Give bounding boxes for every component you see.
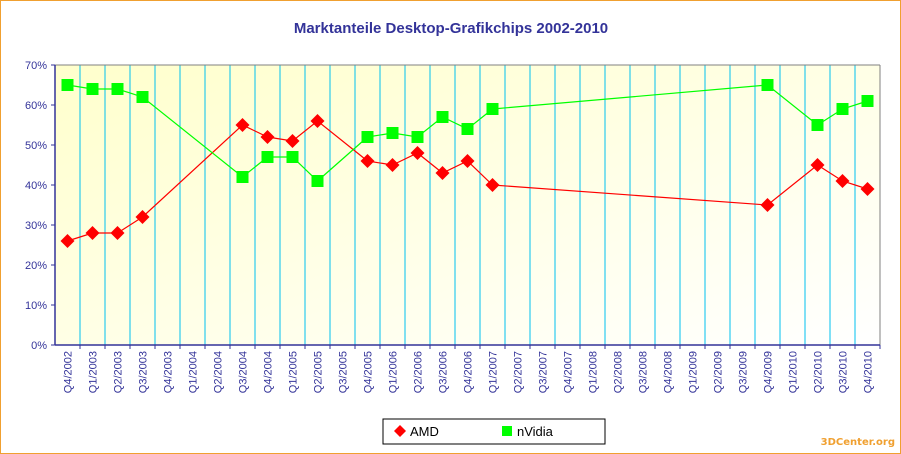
x-tick-label: Q2/2005 bbox=[313, 351, 325, 393]
data-point-nvidia bbox=[811, 119, 824, 131]
data-point-amd bbox=[860, 182, 875, 196]
x-tick-label: Q1/2003 bbox=[88, 351, 100, 393]
data-point-nvidia bbox=[861, 95, 874, 107]
data-point-amd bbox=[385, 158, 400, 172]
data-point-nvidia bbox=[111, 83, 124, 95]
data-point-nvidia bbox=[411, 131, 424, 143]
x-tick-label: Q1/2005 bbox=[288, 351, 300, 393]
x-tick-label: Q3/2007 bbox=[538, 351, 550, 393]
data-point-amd bbox=[810, 158, 825, 172]
watermark: 3DCenter.org bbox=[820, 437, 895, 448]
data-point-nvidia bbox=[236, 171, 249, 183]
x-tick-label: Q1/2010 bbox=[788, 351, 800, 393]
x-tick-label: Q4/2010 bbox=[863, 351, 875, 393]
legend-label-amd: AMD bbox=[410, 424, 439, 439]
data-point-amd bbox=[260, 130, 275, 144]
x-tick-label: Q1/2008 bbox=[588, 351, 600, 393]
x-tick-label: Q3/2010 bbox=[838, 351, 850, 393]
data-point-amd bbox=[85, 226, 100, 240]
x-tick-label: Q4/2009 bbox=[763, 351, 775, 393]
legend-marker-nvidia bbox=[502, 426, 512, 436]
x-tick-label: Q1/2006 bbox=[388, 351, 400, 393]
x-tick-label: Q2/2006 bbox=[413, 351, 425, 393]
data-point-nvidia bbox=[386, 127, 399, 139]
data-point-nvidia bbox=[436, 111, 449, 123]
data-point-amd bbox=[460, 154, 475, 168]
y-tick-label: 70% bbox=[25, 60, 47, 72]
x-tick-label: Q2/2003 bbox=[113, 351, 125, 393]
x-tick-label: Q3/2005 bbox=[338, 351, 350, 393]
x-tick-label: Q2/2010 bbox=[813, 351, 825, 393]
data-point-nvidia bbox=[261, 151, 274, 163]
y-tick-label: 60% bbox=[25, 100, 47, 112]
data-point-amd bbox=[135, 210, 150, 224]
x-tick-label: Q4/2008 bbox=[663, 351, 675, 393]
legend-box bbox=[382, 418, 606, 445]
data-point-amd bbox=[760, 198, 775, 212]
data-point-nvidia bbox=[286, 151, 299, 163]
x-tick-label: Q4/2004 bbox=[263, 351, 275, 393]
x-tick-label: Q4/2007 bbox=[563, 351, 575, 393]
x-tick-label: Q2/2007 bbox=[513, 351, 525, 393]
data-point-amd bbox=[60, 234, 75, 248]
y-tick-label: 40% bbox=[25, 180, 47, 192]
y-tick-label: 30% bbox=[25, 220, 47, 232]
x-tick-label: Q3/2004 bbox=[238, 351, 250, 393]
x-tick-label: Q4/2002 bbox=[63, 351, 75, 393]
x-tick-label: Q2/2004 bbox=[213, 351, 225, 393]
y-tick-label: 20% bbox=[25, 260, 47, 272]
data-point-nvidia bbox=[136, 91, 149, 103]
x-tick-label: Q2/2008 bbox=[613, 351, 625, 393]
data-point-nvidia bbox=[311, 175, 324, 187]
data-point-nvidia bbox=[86, 83, 99, 95]
data-point-nvidia bbox=[486, 103, 499, 115]
y-tick-label: 0% bbox=[31, 340, 47, 352]
data-point-nvidia bbox=[461, 123, 474, 135]
x-tick-label: Q1/2007 bbox=[488, 351, 500, 393]
x-tick-label: Q2/2009 bbox=[713, 351, 725, 393]
x-tick-label: Q4/2006 bbox=[463, 351, 475, 393]
legend: AMD nVidia bbox=[382, 418, 606, 445]
x-tick-label: Q4/2005 bbox=[363, 351, 375, 393]
legend-label-nvidia: nVidia bbox=[517, 424, 554, 439]
y-tick-label: 50% bbox=[25, 140, 47, 152]
data-point-amd bbox=[410, 146, 425, 160]
data-point-amd bbox=[310, 114, 325, 128]
x-tick-label: Q3/2003 bbox=[138, 351, 150, 393]
x-tick-label: Q3/2009 bbox=[738, 351, 750, 393]
chart-title: Marktanteile Desktop-Grafikchips 2002-20… bbox=[294, 20, 608, 37]
data-point-amd bbox=[360, 154, 375, 168]
data-point-amd bbox=[435, 166, 450, 180]
data-point-amd bbox=[110, 226, 125, 240]
x-tick-label: Q4/2003 bbox=[163, 351, 175, 393]
data-point-amd bbox=[835, 174, 850, 188]
plot-area bbox=[55, 65, 880, 345]
x-tick-label: Q1/2009 bbox=[688, 351, 700, 393]
data-point-nvidia bbox=[361, 131, 374, 143]
x-tick-label: Q3/2008 bbox=[638, 351, 650, 393]
data-point-nvidia bbox=[61, 79, 74, 91]
data-point-amd bbox=[285, 134, 300, 148]
data-point-nvidia bbox=[836, 103, 849, 115]
x-tick-label: Q1/2004 bbox=[188, 351, 200, 393]
legend-marker-amd bbox=[394, 425, 406, 437]
data-point-amd bbox=[485, 178, 500, 192]
y-tick-label: 10% bbox=[25, 300, 47, 312]
x-tick-label: Q3/2006 bbox=[438, 351, 450, 393]
data-point-amd bbox=[235, 118, 250, 132]
data-point-nvidia bbox=[761, 79, 774, 91]
